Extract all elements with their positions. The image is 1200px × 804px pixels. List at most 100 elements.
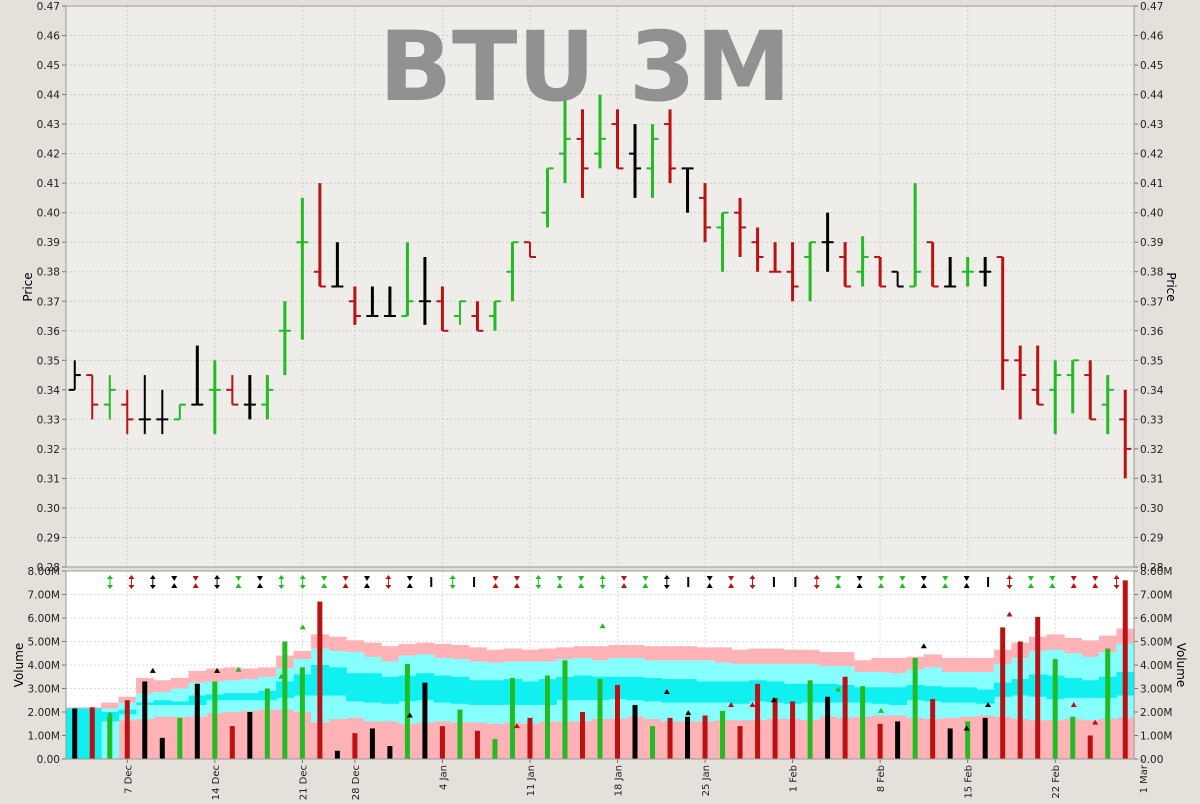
signal-arrow-up bbox=[449, 575, 456, 579]
signal-arrow-down bbox=[1027, 576, 1034, 581]
price-tick-label: 0.36 bbox=[37, 326, 61, 338]
ohlc-bar bbox=[138, 375, 151, 435]
ohlc-bar bbox=[86, 374, 99, 420]
signal-arrow-down bbox=[920, 576, 927, 581]
volume-tick-label: 0.00 bbox=[37, 754, 60, 766]
ohlc-bar bbox=[383, 286, 396, 318]
price-tick-label: 0.45 bbox=[37, 60, 60, 72]
price-tick-label: 0.45 bbox=[1140, 60, 1163, 72]
ohlc-bar bbox=[646, 124, 659, 198]
signal-marker bbox=[642, 576, 649, 588]
volume-bar bbox=[1105, 648, 1111, 759]
volume-signal-arrow bbox=[878, 707, 884, 713]
price-axis-label-right: Price bbox=[1164, 272, 1178, 301]
signal-marker bbox=[278, 575, 285, 679]
ohlc-bar bbox=[734, 197, 747, 257]
volume-signal-arrow bbox=[513, 723, 520, 729]
volume-bar bbox=[212, 681, 218, 759]
ohlc-bar bbox=[979, 256, 992, 287]
volume-band-inner bbox=[678, 679, 697, 703]
volume-plot-border bbox=[65, 570, 1135, 760]
signal-marker bbox=[835, 576, 842, 692]
signal-arrow-down bbox=[942, 576, 949, 581]
volume-bar bbox=[89, 707, 95, 759]
signal-marker bbox=[149, 575, 156, 673]
volume-band-inner bbox=[171, 701, 190, 705]
signal-marker bbox=[1006, 575, 1013, 617]
volume-band-inner bbox=[626, 676, 645, 701]
ohlc-bar bbox=[1031, 345, 1044, 406]
volume-bar bbox=[895, 721, 901, 759]
volume-signal-arrow bbox=[149, 667, 156, 673]
signal-marker bbox=[1027, 576, 1034, 588]
volume-band-inner bbox=[486, 680, 505, 705]
price-tick-label: 0.46 bbox=[37, 31, 61, 43]
volume-signal-arrow bbox=[235, 666, 242, 672]
ohlc-bar bbox=[699, 183, 712, 243]
signal-arrow-down bbox=[492, 576, 499, 581]
signal-arrow-up bbox=[1113, 575, 1120, 579]
ohlc-bar bbox=[418, 256, 431, 325]
ohlc-bar bbox=[594, 94, 606, 169]
volume-bar bbox=[299, 667, 305, 759]
signal-arrow-up bbox=[1006, 575, 1013, 579]
price-tick-label: 0.42 bbox=[1140, 149, 1163, 161]
signal-arrow-down bbox=[728, 576, 735, 581]
signal-arrow-up bbox=[663, 575, 670, 579]
volume-bar bbox=[107, 716, 113, 759]
ohlc-bar bbox=[681, 167, 694, 213]
ohlc-bars bbox=[68, 94, 1132, 479]
signal-arrow-down bbox=[749, 585, 756, 589]
volume-signal-arrow bbox=[749, 701, 756, 707]
signal-arrow-down bbox=[321, 576, 328, 581]
signal-arrow-down bbox=[364, 576, 370, 581]
ohlc-bar bbox=[331, 242, 344, 288]
signal-marker bbox=[770, 577, 777, 703]
price-tick-label: 0.38 bbox=[37, 267, 60, 279]
ohlc-bar bbox=[804, 241, 817, 302]
volume-bar bbox=[1070, 716, 1076, 759]
signal-arrow-up bbox=[364, 583, 370, 588]
signal-arrow-up bbox=[128, 575, 135, 579]
volume-bands bbox=[66, 628, 1135, 759]
volume-signal-arrow bbox=[663, 689, 670, 695]
price-tick-label: 0.44 bbox=[37, 90, 61, 102]
signal-arrow-down bbox=[1006, 585, 1013, 589]
signal-marker bbox=[749, 575, 756, 707]
volume-band-inner bbox=[731, 681, 750, 704]
price-tick-label: 0.38 bbox=[1140, 267, 1163, 279]
volume-ticks-left: 0.00 1.00M 2.00M 3.00M 4.00M 5.00M 6.00M 7.00M 8… bbox=[28, 566, 66, 766]
ohlc-bar bbox=[839, 242, 852, 288]
price-tick-label: 0.36 bbox=[1140, 326, 1164, 338]
price-tick-label: 0.29 bbox=[1140, 532, 1163, 544]
date-tick-label: 4 Jan bbox=[438, 765, 449, 790]
signal-arrow-down bbox=[813, 585, 820, 589]
signal-arrow-up bbox=[942, 583, 949, 588]
volume-band-inner bbox=[328, 667, 347, 696]
volume-band-inner bbox=[766, 681, 785, 703]
signal-arrow-up bbox=[321, 583, 328, 588]
volume-band-inner bbox=[643, 677, 662, 702]
volume-signal-arrow bbox=[406, 712, 413, 718]
signal-arrow-down bbox=[342, 576, 349, 581]
signal-arrow-up bbox=[535, 575, 542, 579]
ohlc-bar bbox=[313, 183, 326, 288]
ohlc-bar bbox=[68, 360, 81, 391]
ohlc-bar bbox=[173, 403, 186, 421]
ohlc-bar bbox=[348, 286, 361, 325]
signal-arrow-up bbox=[813, 575, 820, 579]
ohlc-bar bbox=[121, 389, 134, 435]
volume-band-inner bbox=[573, 675, 592, 701]
price-tick-label: 0.37 bbox=[37, 296, 60, 308]
signal-arrow-down bbox=[256, 576, 263, 581]
ohlc-bar bbox=[909, 183, 922, 288]
volume-signal-arrow bbox=[214, 667, 221, 673]
ohlc-bar bbox=[926, 241, 939, 288]
signal-arrow-up bbox=[299, 575, 306, 579]
signal-arrow-up bbox=[556, 583, 563, 588]
signal-arrow-down bbox=[299, 585, 306, 589]
signal-marker bbox=[235, 576, 242, 672]
ohlc-bar bbox=[751, 227, 764, 272]
